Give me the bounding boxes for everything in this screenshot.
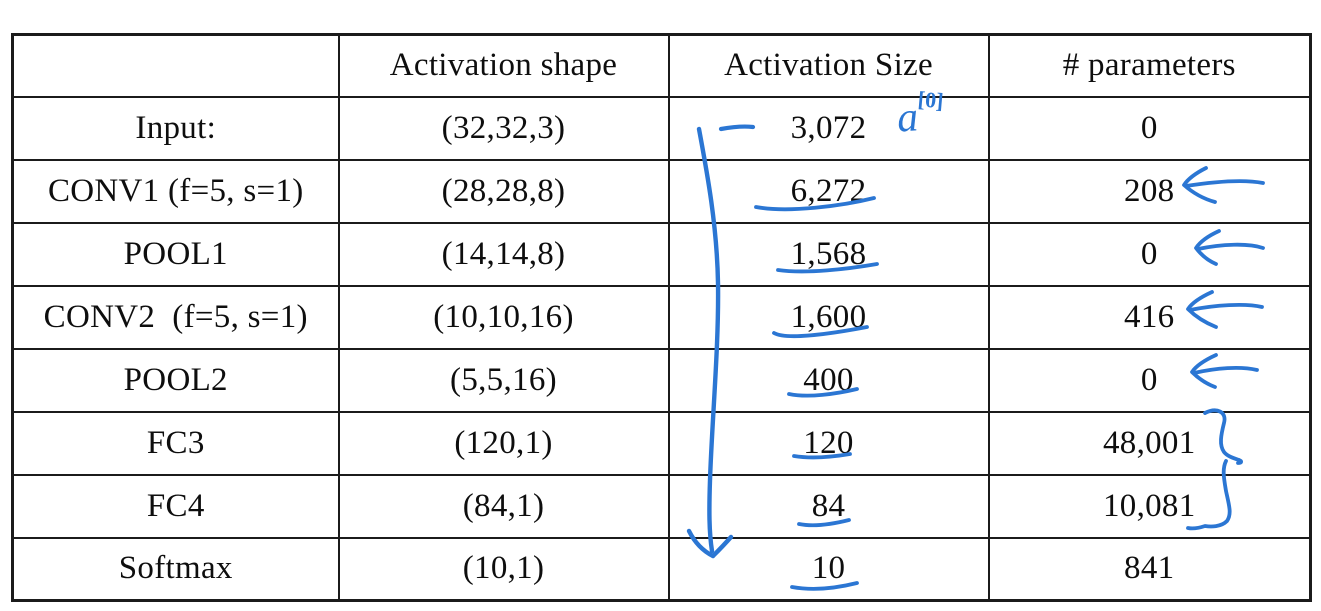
activation-shape: (14,14,8) [337,221,670,287]
num-parameters: 0 [987,221,1312,287]
activation-size: 10 [667,536,990,602]
table-row-conv1: CONV1 (f=5, s=1) (28,28,8) 6,272 208 [11,158,1312,224]
table-row-fc4: FC4 (84,1) 84 10,081 [11,473,1312,539]
num-parameters: 841 [987,536,1312,602]
activation-shape: (120,1) [337,410,670,476]
table-row-pool1: POOL1 (14,14,8) 1,568 0 [11,221,1312,287]
table-row-input: Input: (32,32,3) 3,072 0 [11,95,1312,161]
activation-size: 3,072 [667,95,990,161]
activation-shape: (5,5,16) [337,347,670,413]
header-activation-size: Activation Size [667,33,990,98]
layer-name: Softmax [11,536,340,602]
layer-name: CONV2 (f=5, s=1) [11,284,340,350]
layer-name: Input: [11,95,340,161]
num-parameters: 208 [987,158,1312,224]
table-row-softmax: Softmax (10,1) 10 841 [11,536,1312,602]
layer-name: FC4 [11,473,340,539]
num-parameters: 0 [987,95,1312,161]
activation-size: 1,568 [667,221,990,287]
header-layer [11,33,340,98]
num-parameters: 10,081 [987,473,1312,539]
header-activation-shape: Activation shape [337,33,670,98]
layer-name: FC3 [11,410,340,476]
activation-shape: (84,1) [337,473,670,539]
activation-size: 6,272 [667,158,990,224]
activation-size: 1,600 [667,284,990,350]
table-row-fc3: FC3 (120,1) 120 48,001 [11,410,1312,476]
activation-shape: (10,1) [337,536,670,602]
layer-name: CONV1 (f=5, s=1) [11,158,340,224]
header-num-parameters: # parameters [987,33,1312,98]
activation-shape: (28,28,8) [337,158,670,224]
num-parameters: 48,001 [987,410,1312,476]
table-row-conv2: CONV2 (f=5, s=1) (10,10,16) 1,600 416 [11,284,1312,350]
activation-size: 84 [667,473,990,539]
table-row-pool2: POOL2 (5,5,16) 400 0 [11,347,1312,413]
layer-name: POOL1 [11,221,340,287]
activation-size: 120 [667,410,990,476]
cnn-layer-table: Activation shape Activation Size # param… [11,33,1312,602]
layer-name: POOL2 [11,347,340,413]
header-row: Activation shape Activation Size # param… [11,33,1312,98]
activation-shape: (10,10,16) [337,284,670,350]
activation-shape: (32,32,3) [337,95,670,161]
num-parameters: 416 [987,284,1312,350]
activation-size: 400 [667,347,990,413]
num-parameters: 0 [987,347,1312,413]
